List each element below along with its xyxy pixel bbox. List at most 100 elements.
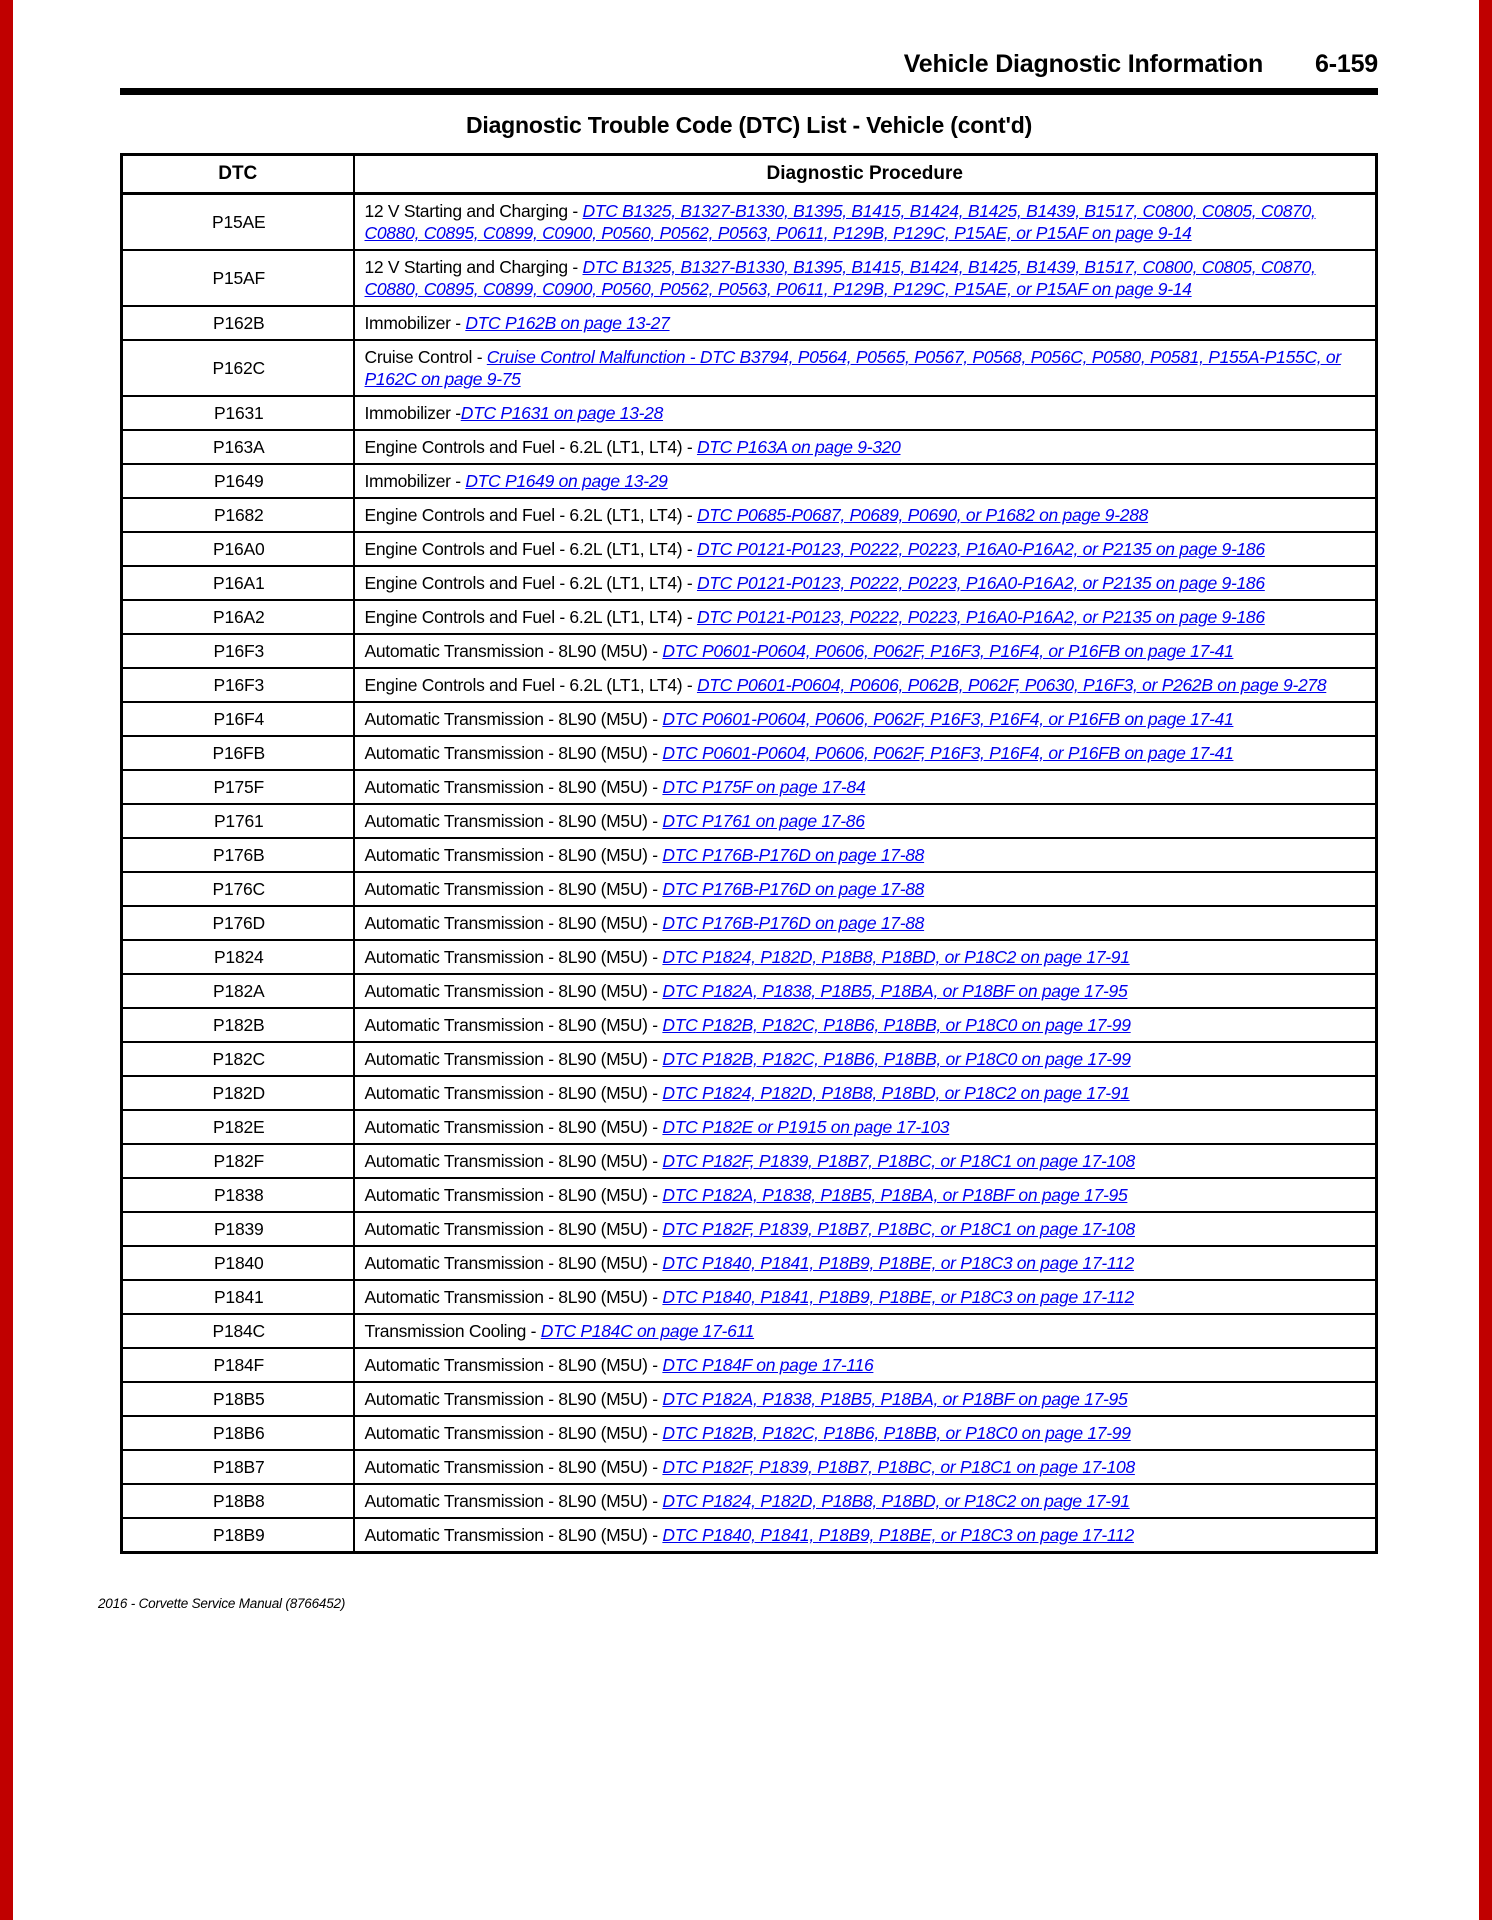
diagnostic-procedure-cell: Automatic Transmission - 8L90 (M5U) - DT… — [352, 1279, 1378, 1315]
table-row: P175F Automatic Transmission - 8L90 (M5U)… — [120, 769, 1378, 805]
procedure-link[interactable]: DTC P182B, P182C, P18B6, P18BB, or P18C0… — [662, 1015, 1131, 1035]
diagnostic-procedure-cell: Automatic Transmission - 8L90 (M5U) - DT… — [352, 1347, 1378, 1383]
procedure-link[interactable]: DTC P0121-P0123, P0222, P0223, P16A0-P16… — [696, 607, 1265, 627]
footer-text: 2016 - Corvette Service Manual (8766452) — [98, 1596, 346, 1611]
table-row: P182C Automatic Transmission - 8L90 (M5U)… — [120, 1041, 1378, 1077]
table-row: P184C Transmission Cooling - DTC P184C on… — [120, 1313, 1378, 1349]
procedure-link[interactable]: DTC B1325, B1327-B1330, B1395, B1415, B1… — [364, 257, 1316, 299]
dtc-code: P16F3 — [120, 667, 355, 703]
procedure-link[interactable]: DTC P176B-P176D on page 17-88 — [662, 913, 925, 933]
procedure-link[interactable]: DTC P1824, P182D, P18B8, P18BD, or P18C2… — [662, 1083, 1130, 1103]
table-row: P182B Automatic Transmission - 8L90 (M5U)… — [120, 1007, 1378, 1043]
dtc-code: P16A1 — [120, 565, 355, 601]
table-row: P1682 Engine Controls and Fuel - 6.2L (LT… — [120, 497, 1378, 533]
diagnostic-procedure-cell: Engine Controls and Fuel - 6.2L (LT1, LT… — [352, 429, 1378, 465]
procedure-link[interactable]: DTC P163A on page 9-320 — [696, 437, 901, 457]
procedure-link[interactable]: DTC P182F, P1839, P18B7, P18BC, or P18C1… — [662, 1151, 1135, 1171]
procedure-prefix-text: Automatic Transmission - 8L90 (M5U) - — [364, 1355, 663, 1375]
table-row: P162B Immobilizer - DTC P162B on page 13-… — [120, 305, 1378, 341]
procedure-link[interactable]: DTC P184F on page 17-116 — [662, 1355, 874, 1375]
procedure-link[interactable]: DTC P182B, P182C, P18B6, P18BB, or P18C0… — [662, 1423, 1131, 1443]
dtc-code: P182F — [120, 1143, 355, 1179]
diagnostic-procedure-cell: Immobilizer - DTC P162B on page 13-27 — [352, 305, 1378, 341]
procedure-link[interactable]: DTC P182F, P1839, P18B7, P18BC, or P18C1… — [662, 1457, 1135, 1477]
procedure-link[interactable]: DTC P1840, P1841, P18B9, P18BE, or P18C3… — [662, 1525, 1134, 1545]
procedure-prefix-text: Engine Controls and Fuel - 6.2L (LT1, LT… — [364, 437, 697, 457]
procedure-link[interactable]: DTC P0601-P0604, P0606, P062F, P16F3, P1… — [662, 743, 1234, 763]
procedure-link[interactable]: Cruise Control Malfunction - DTC B3794, … — [364, 347, 1342, 389]
dtc-code: P1682 — [120, 497, 355, 533]
procedure-link[interactable]: DTC P1761 on page 17-86 — [662, 811, 865, 831]
dtc-code: P1840 — [120, 1245, 355, 1281]
procedure-prefix-text: Automatic Transmission - 8L90 (M5U) - — [364, 811, 663, 831]
procedure-link[interactable]: DTC P176B-P176D on page 17-88 — [662, 879, 925, 899]
table-row: P18B5 Automatic Transmission - 8L90 (M5U)… — [120, 1381, 1378, 1417]
procedure-link[interactable]: DTC P0121-P0123, P0222, P0223, P16A0-P16… — [696, 539, 1265, 559]
procedure-link[interactable]: DTC P1824, P182D, P18B8, P18BD, or P18C2… — [662, 947, 1130, 967]
procedure-link[interactable]: DTC P0601-P0604, P0606, P062F, P16F3, P1… — [662, 709, 1234, 729]
procedure-link[interactable]: DTC P1824, P182D, P18B8, P18BD, or P18C2… — [662, 1491, 1130, 1511]
dtc-code: P18B9 — [120, 1517, 355, 1554]
procedure-link[interactable]: DTC P1840, P1841, P18B9, P18BE, or P18C3… — [662, 1287, 1134, 1307]
dtc-code: P18B7 — [120, 1449, 355, 1485]
procedure-link[interactable]: DTC P182E or P1915 on page 17-103 — [662, 1117, 950, 1137]
procedure-prefix-text: Automatic Transmission - 8L90 (M5U) - — [364, 743, 663, 763]
procedure-link[interactable]: DTC P182B, P182C, P18B6, P18BB, or P18C0… — [662, 1049, 1131, 1069]
procedure-link[interactable]: DTC P0121-P0123, P0222, P0223, P16A0-P16… — [696, 573, 1265, 593]
table-row: P162C Cruise Control - Cruise Control Mal… — [120, 339, 1378, 397]
dtc-code: P1841 — [120, 1279, 355, 1315]
procedure-prefix-text: Automatic Transmission - 8L90 (M5U) - — [364, 947, 663, 967]
procedure-prefix-text: Automatic Transmission - 8L90 (M5U) - — [364, 1423, 663, 1443]
procedure-prefix-text: Automatic Transmission - 8L90 (M5U) - — [364, 1083, 663, 1103]
procedure-link[interactable]: DTC P175F on page 17-84 — [662, 777, 866, 797]
dtc-code: P182B — [120, 1007, 355, 1043]
procedure-link[interactable]: DTC P1631 on page 13-28 — [460, 403, 664, 423]
procedure-link[interactable]: DTC P0601-P0604, P0606, P062F, P16F3, P1… — [662, 641, 1234, 661]
table-row: P18B6 Automatic Transmission - 8L90 (M5U)… — [120, 1415, 1378, 1451]
procedure-link[interactable]: DTC P0601-P0604, P0606, P062B, P062F, P0… — [696, 675, 1327, 695]
table-row: P182A Automatic Transmission - 8L90 (M5U)… — [120, 973, 1378, 1009]
procedure-link[interactable]: DTC P182A, P1838, P18B5, P18BA, or P18BF… — [662, 1185, 1128, 1205]
dtc-code: P15AF — [120, 249, 355, 307]
dtc-code: P1761 — [120, 803, 355, 839]
procedure-prefix-text: Automatic Transmission - 8L90 (M5U) - — [364, 1185, 663, 1205]
procedure-link[interactable]: DTC P182A, P1838, P18B5, P18BA, or P18BF… — [662, 1389, 1128, 1409]
table-row: P16F4 Automatic Transmission - 8L90 (M5U)… — [120, 701, 1378, 737]
procedure-link[interactable]: DTC P162B on page 13-27 — [465, 313, 670, 333]
procedure-link[interactable]: DTC P184C on page 17-611 — [540, 1321, 755, 1341]
procedure-link[interactable]: DTC B1325, B1327-B1330, B1395, B1415, B1… — [364, 201, 1316, 243]
procedure-prefix-text: Automatic Transmission - 8L90 (M5U) - — [364, 1151, 663, 1171]
procedure-prefix-text: Engine Controls and Fuel - 6.2L (LT1, LT… — [364, 573, 697, 593]
diagnostic-procedure-cell: Engine Controls and Fuel - 6.2L (LT1, LT… — [352, 599, 1378, 635]
procedure-prefix-text: Automatic Transmission - 8L90 (M5U) - — [364, 1219, 663, 1239]
procedure-link[interactable]: DTC P0685-P0687, P0689, P0690, or P1682 … — [696, 505, 1149, 525]
dtc-code: P1631 — [120, 395, 355, 431]
procedure-link[interactable]: DTC P176B-P176D on page 17-88 — [662, 845, 925, 865]
diagnostic-procedure-cell: Automatic Transmission - 8L90 (M5U) - DT… — [352, 973, 1378, 1009]
procedure-link[interactable]: DTC P1649 on page 13-29 — [465, 471, 668, 491]
dtc-code: P175F — [120, 769, 355, 805]
dtc-code: P16A0 — [120, 531, 355, 567]
procedure-link[interactable]: DTC P182A, P1838, P18B5, P18BA, or P18BF… — [662, 981, 1128, 1001]
dtc-code: P1824 — [120, 939, 355, 975]
table-header-row: DTC Diagnostic Procedure — [120, 153, 1378, 195]
table-row: P1839 Automatic Transmission - 8L90 (M5U)… — [120, 1211, 1378, 1247]
table-row: P15AF 12 V Starting and Charging - DTC B1… — [120, 249, 1378, 307]
diagnostic-procedure-cell: Automatic Transmission - 8L90 (M5U) - DT… — [352, 1041, 1378, 1077]
table-row: P1840 Automatic Transmission - 8L90 (M5U)… — [120, 1245, 1378, 1281]
table-row: P16F3 Engine Controls and Fuel - 6.2L (LT… — [120, 667, 1378, 703]
procedure-link[interactable]: DTC P1840, P1841, P18B9, P18BE, or P18C3… — [662, 1253, 1134, 1273]
table-row: P16A2 Engine Controls and Fuel - 6.2L (LT… — [120, 599, 1378, 635]
procedure-prefix-text: Automatic Transmission - 8L90 (M5U) - — [364, 1015, 663, 1035]
dtc-code: P163A — [120, 429, 355, 465]
diagnostic-procedure-cell: Automatic Transmission - 8L90 (M5U) - DT… — [352, 837, 1378, 873]
diagnostic-procedure-cell: 12 V Starting and Charging - DTC B1325, … — [352, 249, 1378, 307]
procedure-prefix-text: Engine Controls and Fuel - 6.2L (LT1, LT… — [364, 539, 697, 559]
table-row: P18B7 Automatic Transmission - 8L90 (M5U)… — [120, 1449, 1378, 1485]
table-row: P176C Automatic Transmission - 8L90 (M5U)… — [120, 871, 1378, 907]
dtc-code: P184C — [120, 1313, 355, 1349]
procedure-link[interactable]: DTC P182F, P1839, P18B7, P18BC, or P18C1… — [662, 1219, 1135, 1239]
procedure-prefix-text: Automatic Transmission - 8L90 (M5U) - — [364, 1117, 663, 1137]
diagnostic-procedure-cell: Automatic Transmission - 8L90 (M5U) - DT… — [352, 905, 1378, 941]
procedure-prefix-text: Automatic Transmission - 8L90 (M5U) - — [364, 1525, 663, 1545]
